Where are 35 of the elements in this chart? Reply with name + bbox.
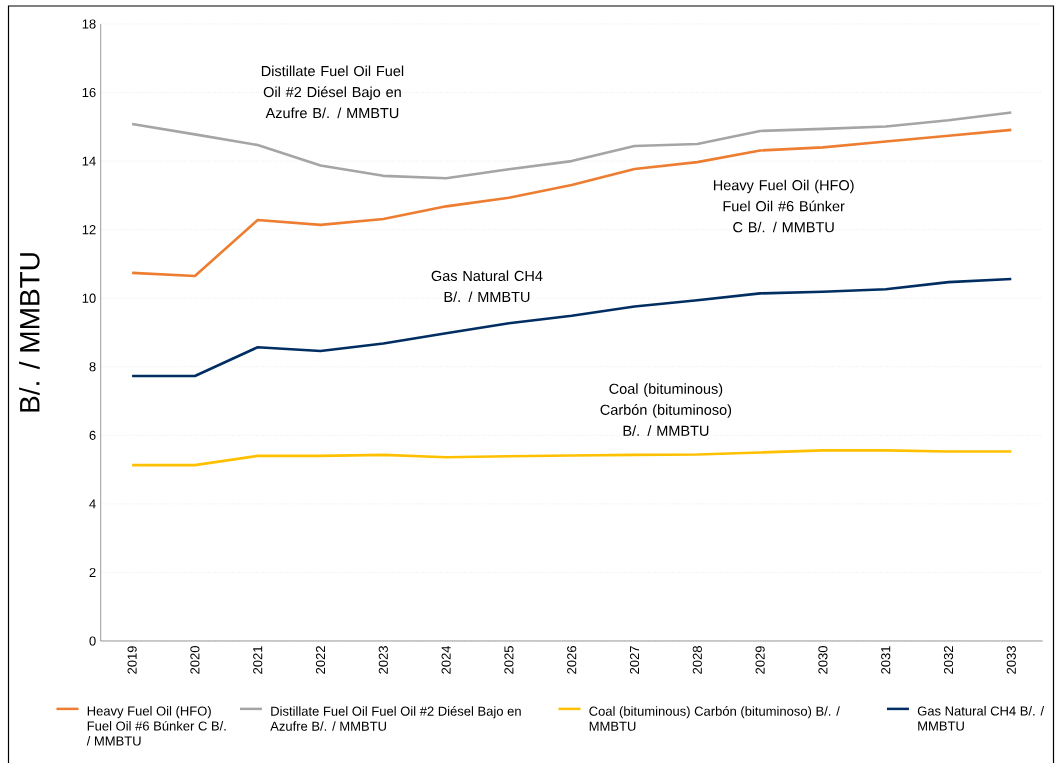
annotation: Heavy Fuel Oil (HFO) Fuel Oil #6 Búnker C B/. / MMBTU [713, 179, 854, 233]
annotation: Distillate Fuel Oil Fuel Oil #2 Diésel Bajo en Azufre B/. / MMBTU [261, 65, 404, 119]
y-axis-title: B/. / MMBTU [19, 253, 40, 412]
y-tick-label: 8 [89, 362, 96, 372]
annotation: Gas Natural CH4 B/. / MMBTU [431, 270, 543, 303]
legend-label: Gas Natural CH4 B/. / MMBTU [917, 706, 1045, 731]
y-tick-label: 12 [82, 225, 96, 235]
line-series [130, 449, 1013, 467]
x-tick-label: 2024 [441, 645, 451, 674]
y-tick-label: 18 [82, 19, 96, 29]
y-tick-label: 10 [82, 293, 96, 303]
x-tick-label: 2030 [818, 646, 828, 674]
x-tick-label: 2025 [504, 646, 514, 674]
y-tick-label: 14 [82, 156, 96, 166]
x-tick-label: 2031 [881, 646, 891, 674]
x-tick-label: 2027 [629, 646, 640, 674]
legend-label: Heavy Fuel Oil (HFO) Fuel Oil #6 Búnker C B/. / MMBTU [86, 706, 226, 746]
x-tick-label: 2022 [315, 646, 326, 674]
y-tick-label: 16 [82, 87, 96, 98]
x-tick-label: 2020 [190, 646, 200, 674]
annotation: Coal (bituminous) Carbón (bituminoso) B/. / MMBTU [600, 383, 732, 436]
x-tick-label: 2032 [943, 646, 954, 674]
y-tick-label: 6 [89, 430, 96, 440]
legend-label: Coal (bituminous) Carbón (bituminoso) B/. / MMBTU [589, 706, 840, 731]
x-tick-label: 2023 [378, 646, 388, 674]
x-tick-label: 2026 [567, 646, 577, 674]
legend-label: Distillate Fuel Oil Fuel Oil #2 Diésel Bajo en Azufre B/. / MMBTU [270, 706, 521, 731]
x-tick-label: 2021 [253, 646, 263, 674]
y-tick-label: 2 [89, 567, 96, 577]
x-tick-label: 2028 [692, 646, 702, 674]
y-tick-label: 4 [89, 499, 96, 509]
y-tick-label: 0 [89, 636, 96, 646]
x-tick-label: 2033 [1006, 646, 1016, 674]
x-tick-label: 2029 [755, 646, 765, 674]
x-tick-label: 2019 [127, 646, 137, 674]
